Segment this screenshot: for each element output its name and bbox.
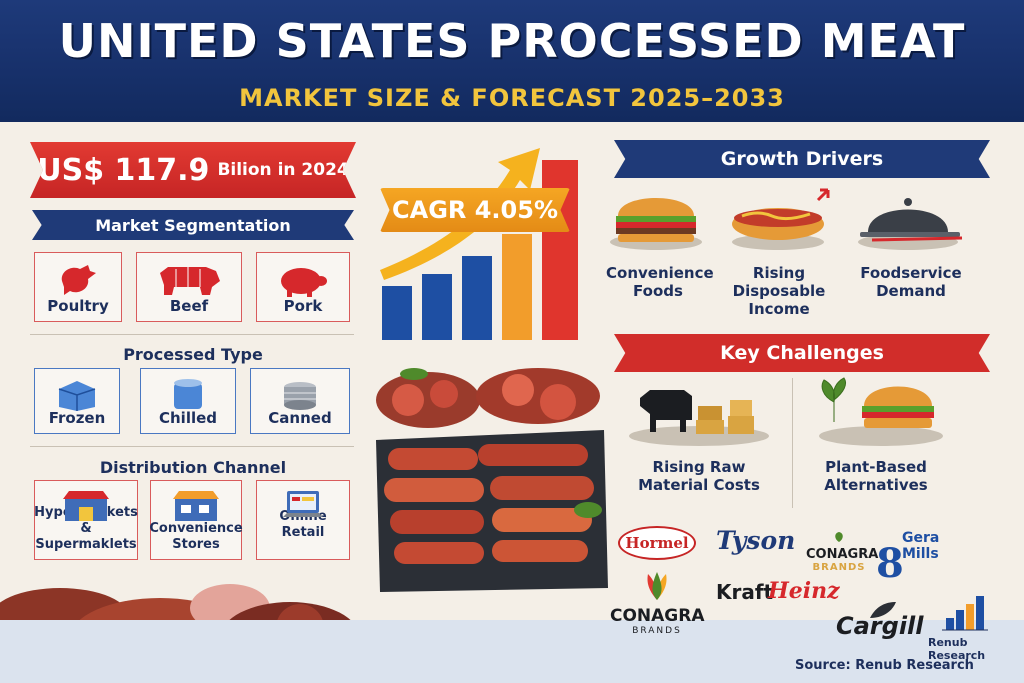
type-card-chilled: Chilled	[140, 368, 236, 434]
challenge-label: Rising Raw Material Costs	[638, 458, 760, 494]
cow-coins-icon	[629, 390, 769, 446]
general-mills-g-icon: 8	[876, 540, 904, 587]
driver-label: Rising Disposable Income	[732, 264, 826, 318]
cargill-leaf-icon	[870, 602, 896, 618]
heinz-logo: Heinz	[768, 578, 840, 604]
segmentation-title: Market Segmentation	[95, 215, 291, 235]
chart-bar	[542, 160, 578, 340]
cagr-badge: CAGR 4.05%	[380, 188, 570, 232]
beef-icon	[160, 267, 220, 295]
segment-card-poultry: Poultry	[34, 252, 122, 322]
source-note: Source: Renub Research	[795, 658, 974, 673]
growth-drivers-title: Growth Drivers	[720, 148, 884, 170]
driver-label: Convenience Foods	[606, 264, 714, 300]
conagra-small-sub: BRANDS	[812, 562, 866, 573]
renub-chart-icon	[942, 596, 988, 631]
renub-logo: Renub Research	[928, 636, 986, 662]
chilled-can-icon	[174, 379, 202, 409]
growth-chart	[380, 148, 578, 340]
channel-label: Convenience Stores	[149, 521, 243, 552]
divider	[792, 378, 793, 508]
divider	[30, 334, 354, 335]
chart-bar	[462, 256, 492, 340]
channel-card-convenience: Convenience Stores	[149, 480, 243, 560]
convenience-store-icon	[173, 491, 219, 521]
tyson-logo: Tyson	[716, 526, 796, 555]
challenge-label: Plant-Based Alternatives	[824, 458, 928, 494]
poultry-icon	[61, 265, 96, 295]
hotdog-icon	[732, 188, 830, 250]
channel-card-online: Online Retail	[256, 480, 350, 560]
cloche-icon	[858, 198, 963, 250]
growth-drivers-ribbon: Growth Drivers	[614, 140, 990, 178]
challenges-ribbon: Key Challenges	[614, 334, 990, 372]
general-mills-logo: Gera Mills	[902, 530, 940, 562]
market-value-unit: Bilion in 2024	[217, 160, 349, 180]
driver-label: Foodservice Demand	[860, 264, 962, 300]
growth-arrow	[380, 148, 540, 280]
channel-card-hypermarkets: Hypermarkets & Supermaklets	[34, 480, 138, 560]
divider	[30, 446, 354, 447]
chart-bar	[502, 234, 532, 340]
distribution-title: Distribution Channel	[99, 458, 287, 477]
market-value-banner: US$ 117.9 Bilion in 2024	[30, 142, 356, 198]
header-banner: UNITED STATES PROCESSED MEAT MARKET SIZE…	[0, 0, 1024, 122]
hormel-logo: Hormel	[618, 526, 696, 560]
processed-type-title: Processed Type	[123, 345, 263, 364]
type-card-canned: Canned	[250, 368, 350, 434]
conagra-small-text: CONAGRA	[806, 547, 879, 562]
cargill-logo: Cargill	[836, 612, 924, 640]
canned-stack-icon	[284, 382, 316, 410]
chart-bar	[382, 286, 412, 340]
pork-icon	[281, 268, 327, 297]
segment-card-beef: Beef	[136, 252, 242, 322]
leaf-icon	[835, 532, 843, 542]
conagra-logo: CONAGRA BRANDS	[610, 570, 705, 636]
kraft-logo: Kraft	[716, 580, 774, 604]
store-icon	[63, 491, 109, 521]
conagra-text: CONAGRA	[610, 606, 705, 626]
conagra-sub: BRANDS	[632, 626, 682, 636]
market-value-amount: US$ 117.9	[37, 152, 210, 188]
frozen-box-icon	[58, 381, 96, 411]
conagra-flower-icon	[647, 572, 667, 600]
meat-platter-image	[376, 368, 608, 592]
chart-bar	[422, 274, 452, 340]
type-card-frozen: Frozen	[34, 368, 120, 434]
segment-label: Poultry	[47, 297, 109, 315]
type-label: Chilled	[158, 409, 218, 427]
segment-label: Pork	[283, 297, 323, 315]
cagr-value: CAGR 4.05%	[392, 196, 558, 224]
segmentation-ribbon: Market Segmentation	[32, 210, 354, 240]
segment-label: Beef	[169, 297, 209, 315]
conagra-small-logo: CONAGRA BRANDS	[806, 528, 879, 573]
burger-icon	[610, 198, 702, 250]
page-subtitle: MARKET SIZE & FORECAST 2025–2033	[239, 84, 785, 112]
type-label: Frozen	[48, 409, 106, 427]
plant-burger-icon	[819, 377, 943, 446]
challenges-title: Key Challenges	[720, 342, 884, 364]
page-title: UNITED STATES PROCESSED MEAT	[58, 14, 966, 68]
footer-band	[0, 620, 1024, 683]
segment-card-pork: Pork	[256, 252, 350, 322]
type-label: Canned	[268, 409, 332, 427]
hormel-text: Hormel	[625, 534, 689, 552]
laptop-icon	[283, 491, 323, 517]
